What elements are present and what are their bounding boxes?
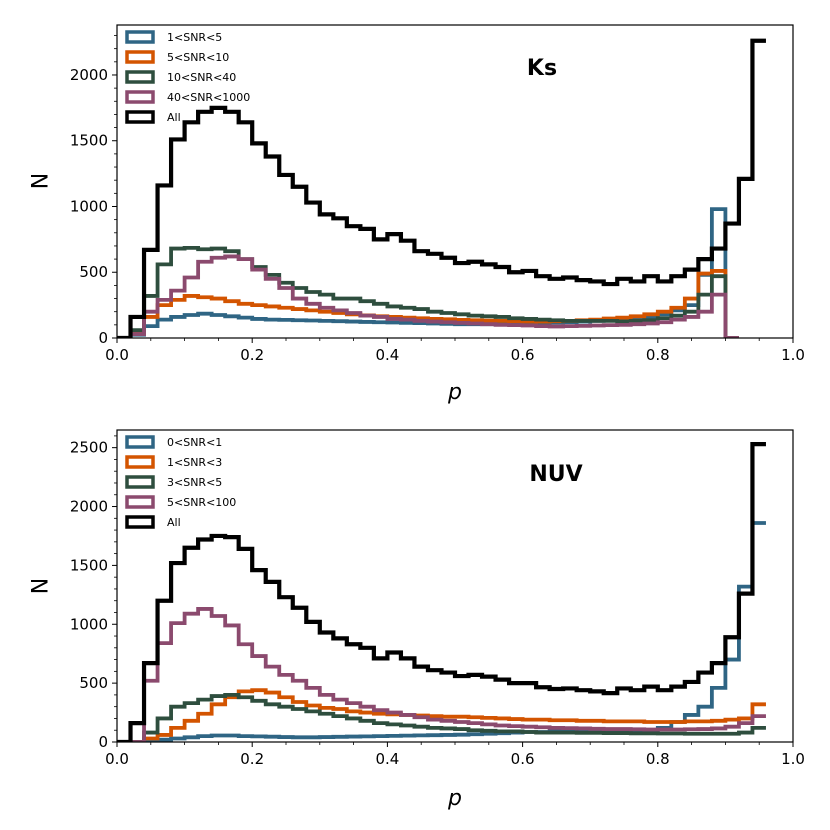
ks-y-tick-label: 1500 [70, 132, 108, 150]
ks-series-40-snr-1000 [117, 254, 739, 338]
nuv-legend-label-all: All [167, 516, 181, 529]
nuv-x-tick-label: 1.0 [781, 750, 805, 768]
nuv-legend-label-0-snr-1: 0<SNR<1 [167, 436, 222, 449]
ks-legend-swatch-40-snr-1000 [125, 90, 155, 104]
ks-y-axis-label: N [29, 173, 54, 189]
nuv-legend-label-5-snr-100: 5<SNR<100 [167, 496, 236, 509]
nuv-y-axis-label: N [29, 578, 54, 594]
ks-x-tick-label: 0.2 [240, 346, 264, 364]
ks-x-tick-label: 1.0 [781, 346, 805, 364]
ks-y-tick-label: 2000 [70, 66, 108, 84]
nuv-series-3-snr-5 [117, 693, 766, 742]
nuv-y-tick-label: 2000 [70, 498, 108, 516]
nuv-legend-swatch-3-snr-5 [125, 475, 155, 489]
ks-series-all [117, 38, 766, 338]
nuv-legend-swatch-all [125, 515, 155, 529]
ks-panel-title: Ks [527, 56, 557, 81]
nuv-panel-title: NUV [529, 462, 582, 487]
ks-y-tick-label: 0 [98, 329, 108, 347]
ks-legend-label-1-snr-5: 1<SNR<5 [167, 31, 222, 44]
nuv-x-tick-label: 0.2 [240, 750, 264, 768]
nuv-x-tick-label: 0.6 [511, 750, 535, 768]
ks-y-tick-label: 1000 [70, 197, 108, 215]
ks-legend-label-10-snr-40: 10<SNR<40 [167, 71, 236, 84]
ks-series-10-snr-40 [117, 246, 739, 338]
nuv-legend-swatch-5-snr-100 [125, 495, 155, 509]
nuv-x-tick-label: 0.8 [646, 750, 670, 768]
nuv-series-all [117, 442, 766, 742]
ks-ticks: 0.0 0.2 0.4 0.6 0.8 1.0 0 500 1000 1500 2000 [70, 35, 805, 364]
nuv-x-tick-label: 0.4 [375, 750, 399, 768]
ks-legend-swatch-5-snr-10 [125, 50, 155, 64]
ks-series-1-snr-5 [117, 207, 739, 338]
nuv-x-tick-label: 0.0 [105, 750, 129, 768]
ks-legend-swatch-10-snr-40 [125, 70, 155, 84]
ks-legend-swatch-1-snr-5 [125, 30, 155, 44]
ks-legend-label-40-snr-1000: 40<SNR<1000 [167, 91, 250, 104]
nuv-legend-label-3-snr-5: 3<SNR<5 [167, 476, 222, 489]
ks-x-tick-label: 0.6 [511, 346, 535, 364]
nuv-series-0-snr-1 [117, 521, 766, 742]
ks-series-5-snr-10 [117, 269, 739, 338]
nuv-series-group [117, 442, 766, 742]
nuv-legend-swatch-0-snr-1 [125, 435, 155, 449]
ks-x-tick-label: 0.0 [105, 346, 129, 364]
ks-x-tick-label: 0.8 [646, 346, 670, 364]
nuv-ticks: 0.0 0.2 0.4 0.6 0.8 1.0 0 500 1000 1500 2000 2500 [70, 435, 805, 768]
ks-y-tick-label: 500 [79, 263, 108, 281]
nuv-x-axis-label: p [447, 786, 462, 811]
nuv-legend: 0<SNR<1 1<SNR<3 3<SNR<5 5<SNR<100 All [125, 435, 236, 529]
ks-legend-label-all: All [167, 111, 181, 124]
nuv-y-tick-label: 500 [79, 674, 108, 692]
nuv-panel: 0.0 0.2 0.4 0.6 0.8 1.0 0 500 1000 1500 2000 2500 N… [29, 429, 805, 811]
nuv-y-tick-label: 1500 [70, 556, 108, 574]
nuv-y-tick-label: 1000 [70, 615, 108, 633]
ks-series-group [117, 38, 766, 338]
ks-x-tick-label: 0.4 [375, 346, 399, 364]
ks-legend-swatch-all [125, 110, 155, 124]
nuv-y-tick-label: 0 [98, 733, 108, 751]
nuv-legend-label-1-snr-3: 1<SNR<3 [167, 456, 222, 469]
ks-x-axis-label: p [447, 380, 462, 405]
ks-legend: 1<SNR<5 5<SNR<10 10<SNR<40 40<SNR<1000 All [125, 30, 250, 124]
nuv-series-5-snr-100 [117, 607, 766, 742]
nuv-legend-swatch-1-snr-3 [125, 455, 155, 469]
nuv-y-tick-label: 2500 [70, 439, 108, 457]
ks-legend-label-5-snr-10: 5<SNR<10 [167, 51, 229, 64]
